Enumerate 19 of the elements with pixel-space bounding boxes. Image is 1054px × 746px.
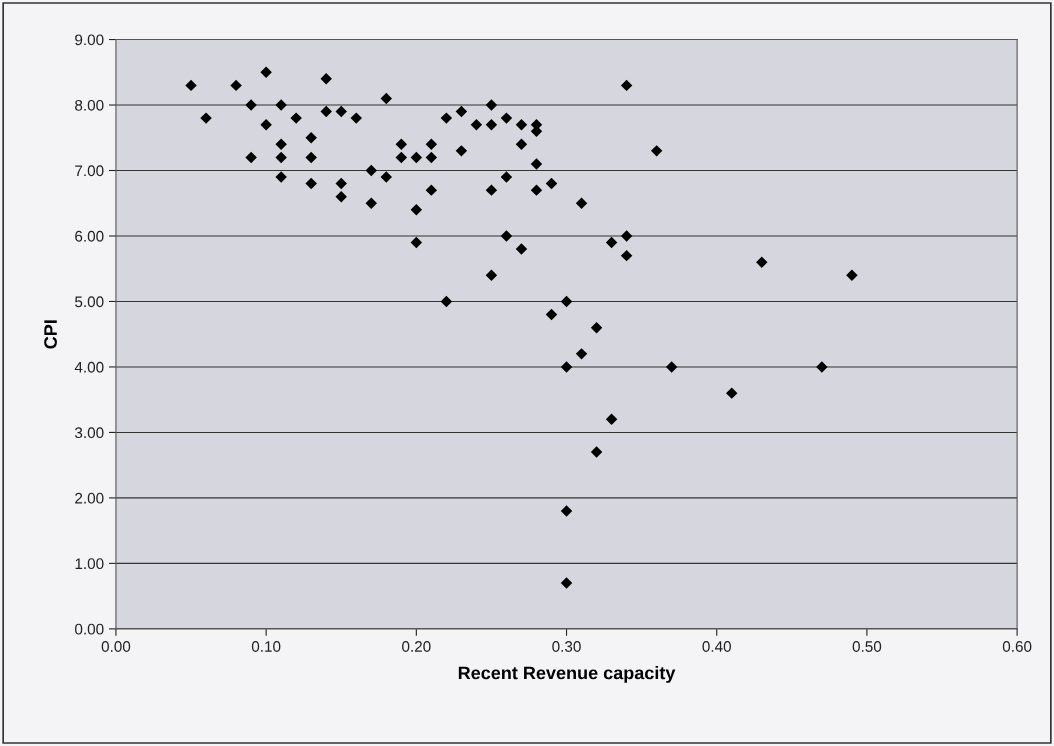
x-tick-label: 0.10 bbox=[251, 641, 281, 652]
x-tick-label: 0.60 bbox=[1002, 641, 1032, 652]
x-tick-label: 0.00 bbox=[101, 641, 131, 652]
y-tick-label: 9.00 bbox=[75, 34, 104, 46]
x-tick-label: 0.50 bbox=[852, 641, 882, 652]
y-tick-label: 2.00 bbox=[75, 492, 104, 504]
y-axis-title: CPI bbox=[44, 320, 57, 349]
x-tick-label: 0.30 bbox=[552, 641, 581, 652]
y-tick-label: 6.00 bbox=[75, 230, 104, 242]
x-tick-label: 0.40 bbox=[702, 641, 731, 652]
y-tick-label: 4.00 bbox=[74, 361, 104, 373]
x-axis-title: Recent Revenue capacity bbox=[458, 666, 676, 683]
y-tick-label: 7.00 bbox=[75, 165, 104, 177]
y-tick-label: 0.00 bbox=[75, 623, 104, 635]
y-tick-label: 5.00 bbox=[75, 296, 104, 308]
x-tick-label: 0.20 bbox=[402, 641, 431, 652]
y-tick-label: 8.00 bbox=[75, 99, 104, 111]
y-tick-label: 1.00 bbox=[75, 558, 104, 570]
y-tick-label: 3.00 bbox=[74, 427, 104, 439]
